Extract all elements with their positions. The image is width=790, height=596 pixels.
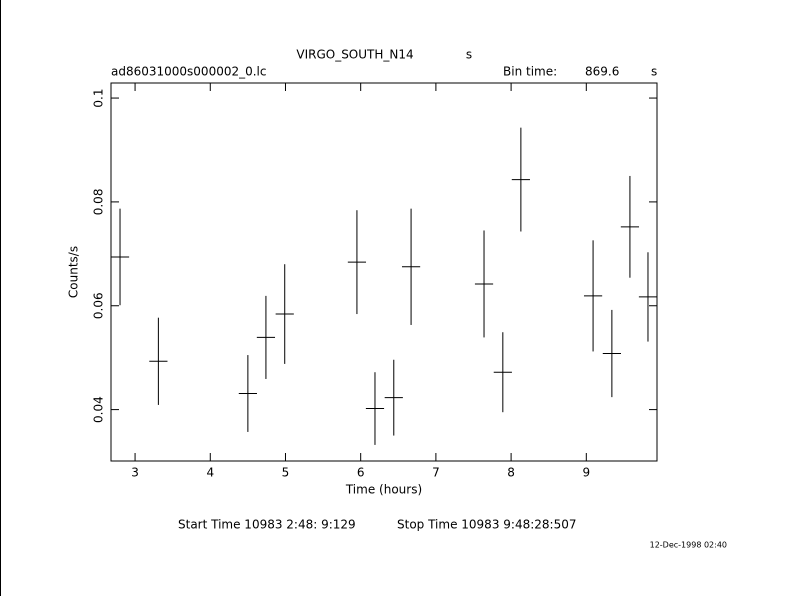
x-tick-label: 8 xyxy=(507,466,515,480)
x-axis-label: Time (hours) xyxy=(345,483,422,497)
start-time: Start Time 10983 2:48: 9:129 xyxy=(178,518,356,532)
stop-time: Stop Time 10983 9:48:28:507 xyxy=(397,518,576,532)
x-tick-label: 9 xyxy=(582,466,590,480)
y-tick-label: 0.04 xyxy=(92,396,106,423)
x-tick-label: 3 xyxy=(131,466,139,480)
chart-title: VIRGO_SOUTH_N14 xyxy=(296,48,413,62)
x-tick-label: 7 xyxy=(432,466,440,480)
title-unit: s xyxy=(466,48,472,62)
y-tick-label: 0.06 xyxy=(92,292,106,319)
y-axis-label: Counts/s xyxy=(67,246,81,298)
x-tick-label: 5 xyxy=(282,466,290,480)
plot-frame xyxy=(110,82,658,462)
bin-time-unit: s xyxy=(651,65,657,79)
x-tick-label: 6 xyxy=(357,466,365,480)
x-tick-label: 4 xyxy=(206,466,214,480)
filename: ad86031000s000002_0.lc xyxy=(111,65,267,79)
y-tick-label: 0.08 xyxy=(92,189,106,216)
bin-time: 869.6 xyxy=(585,65,619,79)
y-tick-label: 0.1 xyxy=(92,89,106,108)
bin-time-label: Bin time: xyxy=(503,65,557,79)
date-stamp: 12-Dec-1998 02:40 xyxy=(650,541,727,550)
